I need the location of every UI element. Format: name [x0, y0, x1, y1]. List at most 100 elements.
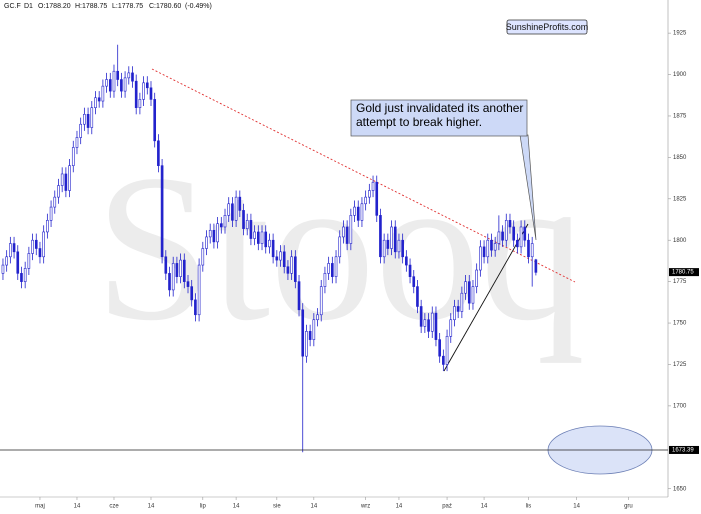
candle-body	[142, 82, 145, 100]
candle-body	[471, 286, 475, 304]
candle-body	[305, 331, 308, 357]
candle-body	[238, 196, 242, 211]
candle-body	[319, 286, 323, 316]
candle-body	[408, 264, 412, 277]
candle-body	[449, 319, 453, 337]
candle-body	[153, 99, 157, 142]
x-tick-label: sie	[273, 504, 281, 510]
candle-body	[49, 206, 53, 221]
x-tick-label: 14	[148, 504, 155, 510]
candle-body	[301, 309, 305, 357]
candle-body	[368, 190, 371, 198]
candle-body	[290, 256, 293, 274]
candle-body	[375, 181, 379, 216]
candle-body	[279, 251, 282, 261]
x-tick-label: 14	[573, 504, 580, 510]
candle-body	[442, 355, 445, 365]
candle-body	[297, 281, 301, 311]
y-tick-label: 1700	[673, 403, 687, 409]
level-label: 1673.39	[672, 448, 694, 454]
candle-body	[94, 97, 97, 108]
candle-body	[134, 80, 138, 108]
y-tick-label: 1850	[673, 155, 687, 161]
candle-body	[175, 263, 179, 277]
candle-body	[434, 312, 438, 340]
candle-body	[53, 196, 57, 208]
x-tick-label: cze	[109, 504, 119, 510]
candle-body	[316, 314, 319, 321]
candle-body	[405, 256, 408, 266]
candle-body	[253, 231, 256, 239]
candle-body	[216, 223, 219, 243]
candle-body	[467, 281, 471, 304]
x-tick-label: wrz	[360, 504, 370, 510]
candle-body	[268, 239, 271, 248]
candle-body	[260, 231, 264, 244]
x-tick-label: gru	[624, 504, 633, 510]
candle-body	[342, 226, 345, 238]
candle-body	[157, 140, 160, 166]
candle-body	[519, 226, 523, 248]
candle-body	[453, 306, 456, 321]
candle-body	[349, 215, 353, 244]
y-tick-label: 1775	[673, 279, 687, 285]
x-tick-label: maj	[35, 504, 45, 510]
candle-body	[490, 239, 493, 251]
candle-body	[79, 123, 82, 138]
candle-body	[105, 79, 108, 87]
candle-body	[516, 239, 519, 248]
annotation: Gold just invalidated its another attemp…	[356, 101, 524, 129]
y-tick-label: 1925	[673, 31, 687, 37]
candle-body	[353, 206, 356, 216]
candle-body	[438, 339, 441, 357]
y-tick-label: 1875	[673, 114, 687, 120]
candle-body	[1, 264, 5, 274]
candle-body	[164, 256, 168, 274]
candle-body	[149, 87, 153, 100]
candle-body	[145, 82, 149, 89]
candle-body	[190, 286, 194, 301]
candle-body	[83, 114, 86, 125]
candle-body	[475, 269, 478, 287]
candle-body	[364, 196, 367, 205]
candle-body	[101, 85, 105, 102]
callout-box	[350, 99, 528, 137]
candle-body	[131, 72, 134, 82]
candle-body	[245, 220, 249, 229]
candle-body	[390, 226, 393, 249]
candle-body	[97, 97, 101, 102]
candle-body	[486, 239, 490, 258]
ohlc-change: (-0.49%)	[185, 3, 212, 10]
y-tick-label: 1825	[673, 196, 687, 202]
x-tick-label: lip	[200, 504, 207, 510]
candle-body	[423, 319, 427, 327]
candle-body	[223, 215, 227, 228]
candle-body	[231, 203, 234, 221]
ohlc-high: H:1788.75	[75, 3, 107, 10]
candle-body	[23, 268, 27, 282]
candle-body	[138, 99, 142, 108]
candle-body	[12, 243, 16, 253]
candle-body	[27, 253, 31, 269]
candle-body	[523, 226, 527, 241]
brand-box	[506, 19, 588, 35]
candle-body	[42, 231, 45, 258]
candle-body	[282, 251, 286, 268]
candle-body	[112, 70, 116, 92]
candle-body	[197, 264, 201, 316]
candle-body	[46, 220, 49, 233]
candle-body	[64, 173, 68, 191]
candle-body	[371, 181, 375, 191]
candle-body	[323, 273, 327, 287]
candle-body	[534, 259, 538, 273]
candle-body	[345, 226, 349, 244]
brand: SunshineProfits.com	[506, 22, 589, 32]
candle-body	[331, 263, 334, 277]
candle-body	[271, 239, 275, 258]
candle-body	[212, 229, 216, 243]
candle-body	[205, 236, 208, 249]
candle-body	[234, 196, 238, 221]
candle-body	[397, 239, 401, 253]
x-tick-label: paź	[442, 504, 452, 510]
candle-body	[9, 243, 12, 258]
